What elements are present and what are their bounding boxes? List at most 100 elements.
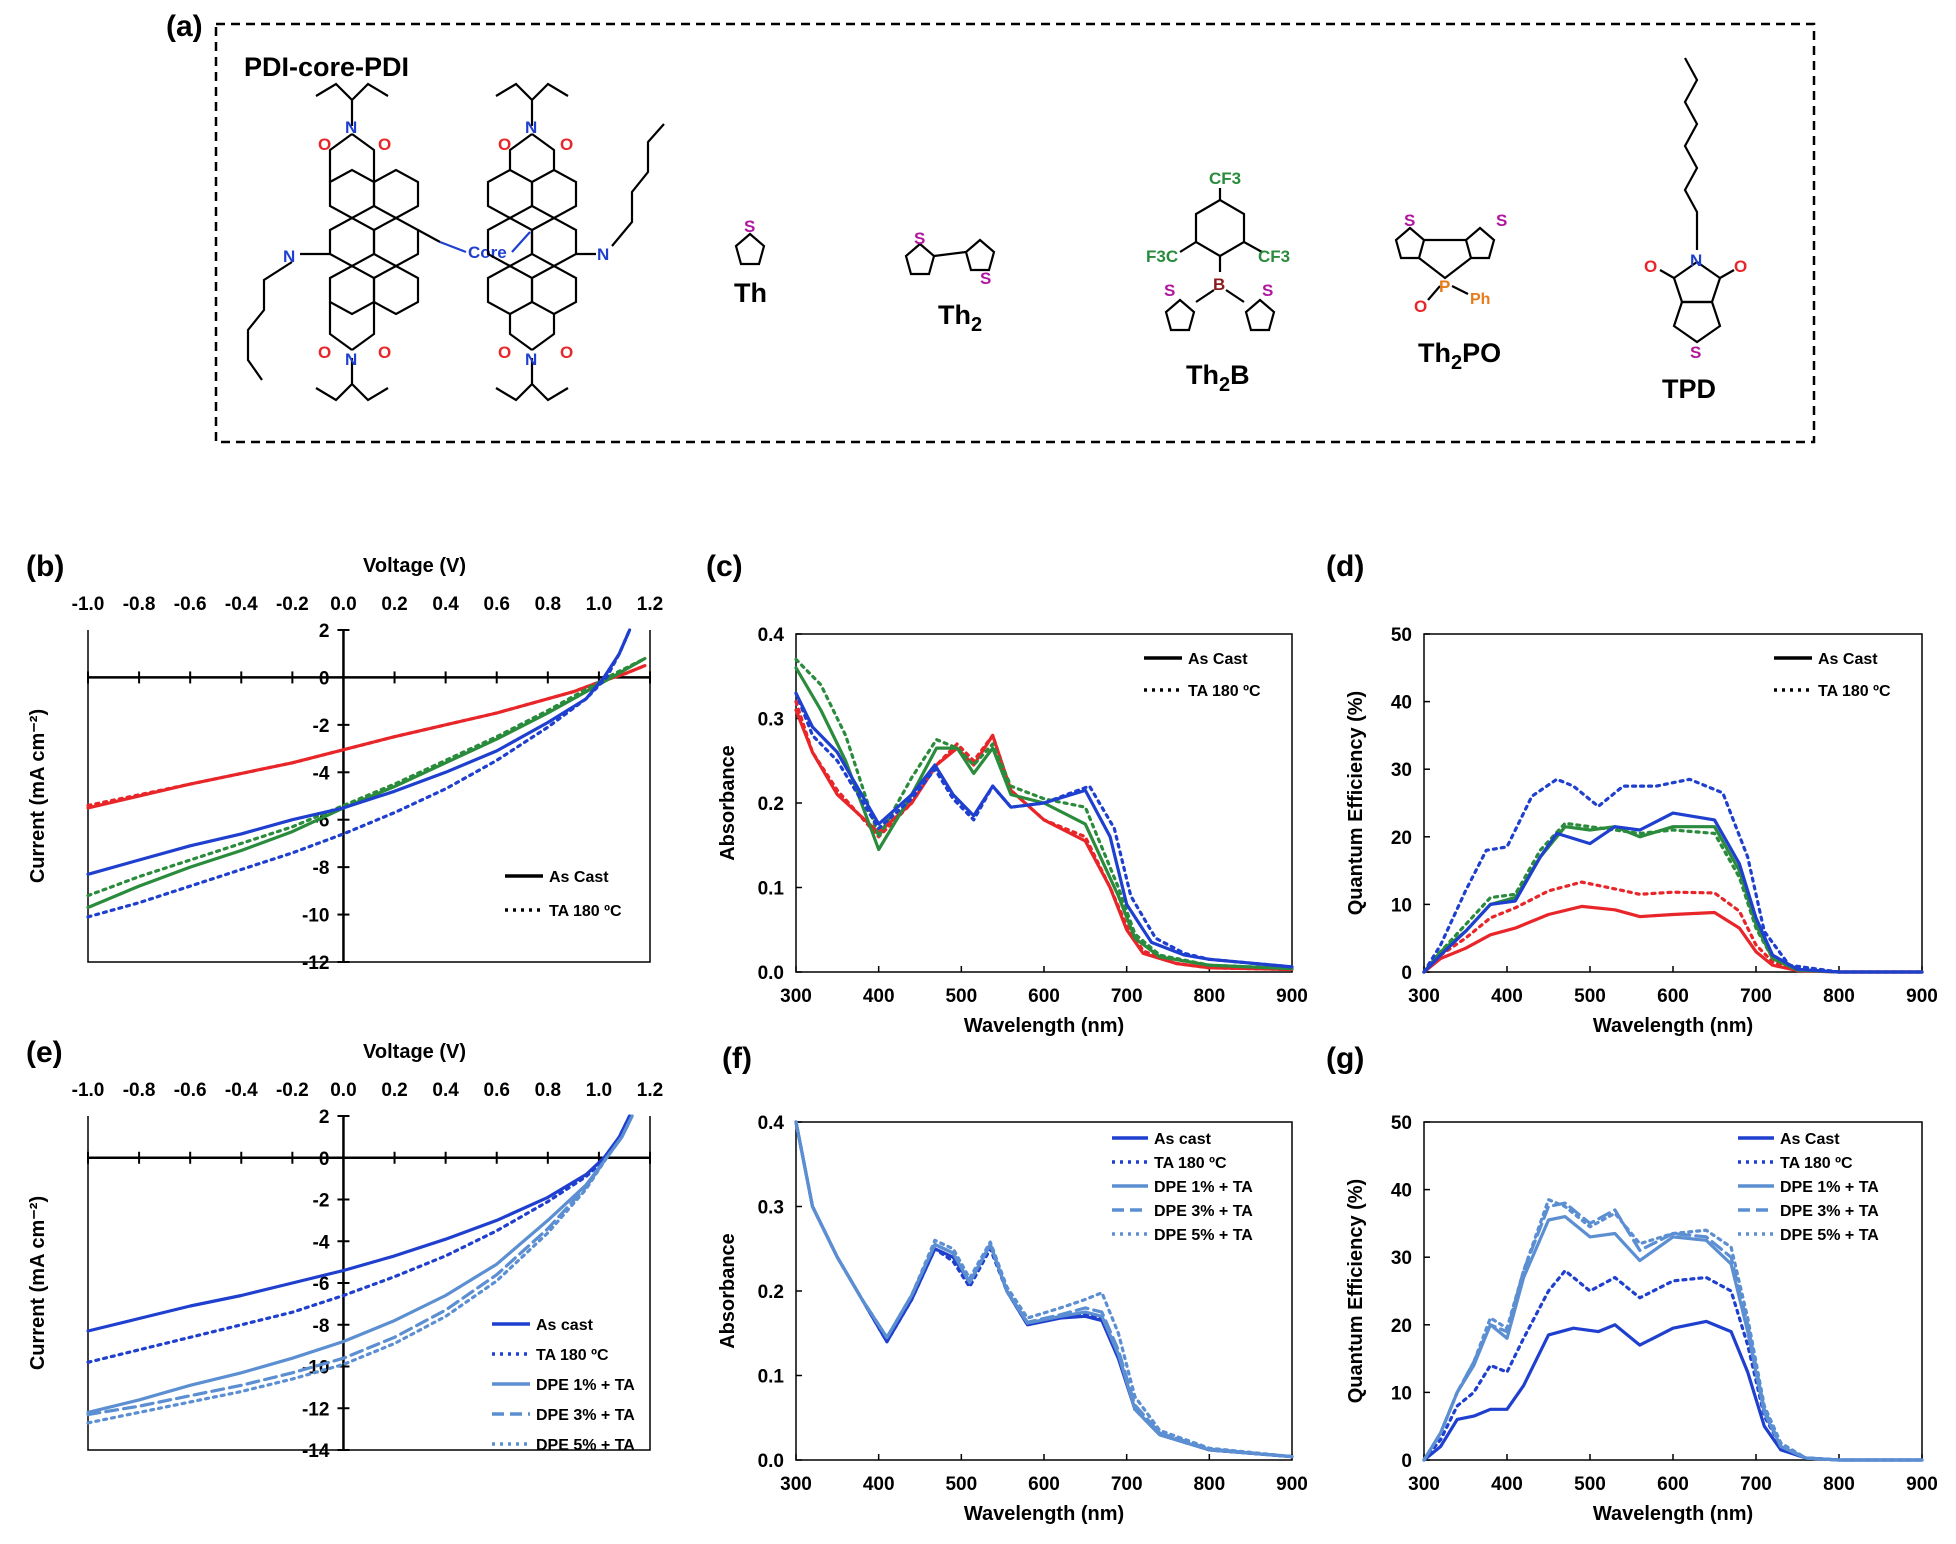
y-tick-label: 0.3 — [758, 1198, 784, 1219]
legend: As Cast TA 180 ºC — [1774, 651, 1891, 700]
series-line — [794, 699, 1294, 972]
x-tick-label: 900 — [1276, 986, 1308, 1007]
legend-label: DPE 5% + TA — [1154, 1227, 1253, 1244]
legend-label: DPE 1% + TA — [536, 1377, 635, 1394]
series-line — [86, 656, 647, 910]
x-tick-label: -0.6 — [174, 594, 207, 615]
x-axis-title: Wavelength (nm) — [1593, 1015, 1753, 1037]
y-tick-label: 0.4 — [758, 1113, 785, 1134]
chart-b: -1.0 -0.8 -0.6 -0.4 -0.2 0.0 0.2 0.4 0.6 0.8 1.0 1.… — [27, 555, 663, 974]
x-tick-label: 0.4 — [432, 1080, 459, 1101]
y-tick-label: -4 — [313, 1232, 330, 1253]
panel-label-f: (f) — [722, 1042, 752, 1075]
core-bonds — [439, 231, 531, 254]
x-tick-label: -0.2 — [276, 594, 309, 615]
y-tick-label: -4 — [313, 763, 330, 784]
legend-label: TA 180 ºC — [1818, 683, 1891, 700]
series-line — [794, 1120, 1294, 1459]
x-axis-title: Wavelength (nm) — [964, 1015, 1124, 1037]
n-atom-pyrrole-left: N — [283, 247, 295, 266]
x-tick-label: -0.2 — [276, 1080, 309, 1101]
y-tick-label: 0 — [1401, 1451, 1412, 1472]
pdi-right-unit — [486, 82, 665, 402]
y-tick-label: 50 — [1391, 625, 1412, 646]
cf3-right: CF3 — [1258, 247, 1290, 266]
legend: As cast TA 180 ºC DPE 1% + TA DPE 3% + TA DP… — [1112, 1131, 1253, 1244]
chart-d: 300 400 500 600 700 800 900 50 40 30 20 10 0 Waveleng… — [1345, 625, 1938, 1037]
structures-panel: PDI-core-PDI N N N O O O O Core — [214, 22, 1816, 444]
charts: -1.0 -0.8 -0.6 -0.4 -0.2 0.0 0.2 0.4 0.6 0.8 1.0 1.… — [27, 555, 1938, 1525]
x-tick-label: -0.6 — [174, 1080, 207, 1101]
series-line — [86, 663, 647, 808]
series-line — [86, 1114, 634, 1417]
x-tick-label: 0.8 — [535, 1080, 561, 1101]
x-tick-label: 800 — [1193, 1474, 1225, 1495]
legend-label: As Cast — [549, 869, 609, 886]
n-atom-tpd: N — [1690, 251, 1702, 270]
legend-label: As Cast — [1818, 651, 1878, 668]
y-tick-label: 20 — [1391, 1316, 1412, 1337]
plot-frame — [87, 1116, 651, 1451]
y-axis-title: Quantum Efficiency (%) — [1345, 691, 1367, 915]
x-tick-label: 300 — [780, 986, 812, 1007]
legend-label: As Cast — [1780, 1131, 1840, 1148]
x-tick-label: 600 — [1028, 1474, 1060, 1495]
series-line — [794, 1120, 1294, 1459]
legend-label: TA 180 ºC — [1154, 1155, 1227, 1172]
x-tick-label: 700 — [1740, 986, 1772, 1007]
th2-structure: S S Th2 — [904, 229, 996, 336]
s-atom-th2-a: S — [914, 229, 925, 248]
x-axis-title: Voltage (V) — [363, 1041, 466, 1063]
y-tick-label: 30 — [1391, 760, 1412, 781]
x-tick-label: 400 — [863, 986, 895, 1007]
y-tick-label: 0.3 — [758, 710, 784, 731]
o-atom-1: O — [318, 135, 331, 154]
legend-label: TA 180 ºC — [536, 1347, 609, 1364]
th2b-structure: CF3 F3C CF3 B S S Th2B — [1146, 169, 1290, 396]
x-tick-label: -0.4 — [225, 1080, 258, 1101]
y-tick-label: 0 — [319, 1149, 330, 1170]
o-atom-6: O — [560, 135, 573, 154]
x-tick-label: 500 — [1574, 986, 1606, 1007]
x-tick-label: 0.2 — [381, 1080, 407, 1101]
o-atom-tpd-b: O — [1734, 257, 1747, 276]
series-line — [1422, 1269, 1924, 1462]
y-tick-label: -12 — [302, 953, 329, 974]
x-tick-label: 1.2 — [637, 1080, 663, 1101]
n-atom-top-left: N — [345, 118, 357, 137]
series-line — [794, 1120, 1294, 1459]
x-tick-label: 0.6 — [484, 1080, 510, 1101]
y-tick-label: 40 — [1391, 1181, 1412, 1202]
x-tick-label: 800 — [1823, 986, 1855, 1007]
x-tick-label: 0.2 — [381, 594, 407, 615]
y-tick-label: 10 — [1391, 895, 1412, 916]
series-line — [86, 663, 647, 810]
x-tick-label: 1.0 — [586, 594, 612, 615]
series-line — [1422, 1319, 1924, 1462]
o-atom-3: O — [318, 343, 331, 362]
x-tick-label: 800 — [1823, 1474, 1855, 1495]
pdi-core-pdi-title: PDI-core-PDI — [244, 52, 409, 82]
x-axis-title: Wavelength (nm) — [964, 1503, 1124, 1525]
f3c-left: F3C — [1146, 247, 1178, 266]
y-tick-label: 0.0 — [758, 963, 784, 984]
legend-label: DPE 3% + TA — [536, 1407, 635, 1424]
y-tick-label: 30 — [1391, 1248, 1412, 1269]
o-atom-po: O — [1414, 297, 1427, 316]
y-tick-label: 0.1 — [758, 879, 785, 900]
x-tick-label: 700 — [1111, 1474, 1143, 1495]
y-axis-title: Absorbance — [717, 1233, 739, 1349]
x-tick-label: -0.8 — [123, 594, 156, 615]
y-axis-title: Current (mA cm⁻²) — [27, 709, 49, 883]
x-tick-label: 900 — [1906, 1474, 1938, 1495]
y-tick-label: -8 — [313, 858, 330, 879]
series-line — [86, 1114, 632, 1333]
series-line — [86, 1114, 634, 1415]
y-tick-label: 0 — [1401, 963, 1412, 984]
legend: As Cast TA 180 ºC DPE 1% + TA DPE 3% + TA DP… — [1738, 1131, 1879, 1244]
legend-label: DPE 5% + TA — [1780, 1227, 1879, 1244]
x-axis-title: Wavelength (nm) — [1593, 1503, 1753, 1525]
cf3-top: CF3 — [1209, 169, 1241, 188]
x-tick-label: -0.8 — [123, 1080, 156, 1101]
series-line — [1422, 825, 1924, 974]
